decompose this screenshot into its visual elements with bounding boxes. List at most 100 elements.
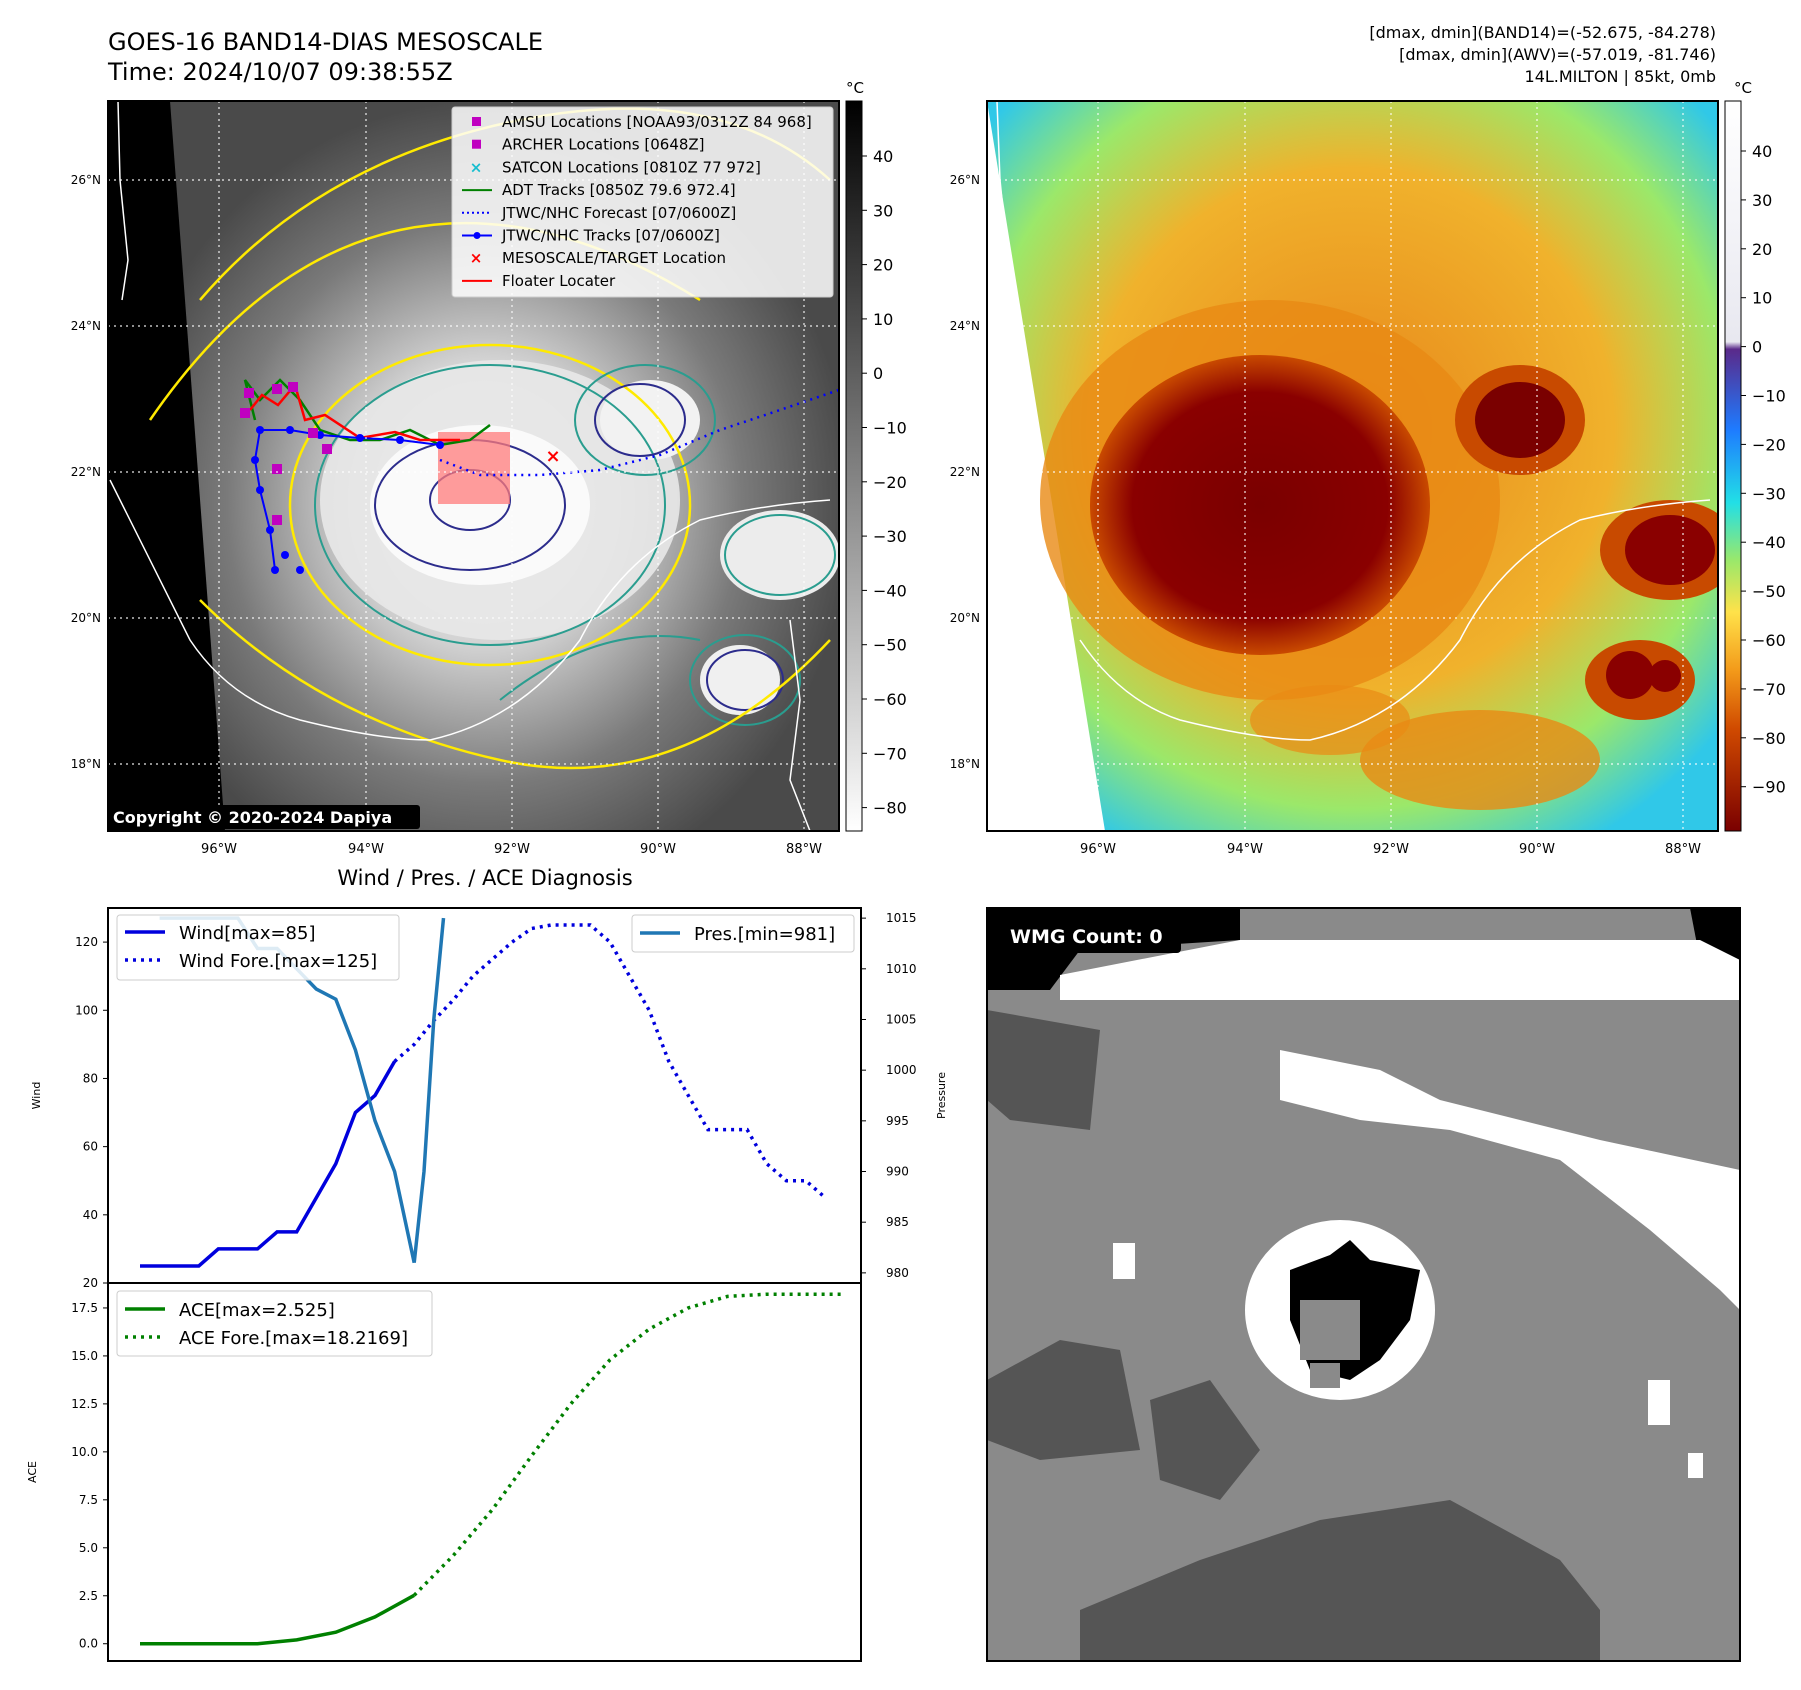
legend-label: Floater Locater xyxy=(502,272,616,290)
info-line1: [dmax, dmin](BAND14)=(-52.675, -84.278) xyxy=(1369,23,1716,42)
lon-label: 90°W xyxy=(640,842,676,857)
legend-item: × MESOSCALE/TARGET Location xyxy=(470,249,726,267)
legend-label: AMSU Locations [NOAA93/0312Z 84 968] xyxy=(502,113,812,131)
ace-chart: 17.5 15.0 12.5 10.0 7.5 5.0 2.5 0.0 ACE ACE[max=2… xyxy=(26,1282,862,1662)
legend-marker: × xyxy=(470,158,483,176)
pressure-axis-tick: 1005 xyxy=(886,1012,917,1026)
wind-axis-tick: 80 xyxy=(83,1071,98,1085)
colorbar-tick: 20 xyxy=(873,256,893,275)
pressure-axis-tick: 985 xyxy=(886,1215,909,1229)
legend-item: ADT Tracks [0850Z 79.6 972.4] xyxy=(462,181,736,199)
right-satellite-map xyxy=(987,101,1718,831)
legend-item: AMSU Locations [NOAA93/0312Z 84 968] xyxy=(472,113,812,131)
colorbar-tick: 30 xyxy=(1752,191,1772,210)
colorbar-tick: 40 xyxy=(873,147,893,166)
lat-label: 22°N xyxy=(950,465,980,479)
ace-axis-tick: 5.0 xyxy=(79,1541,98,1555)
lat-label: 26°N xyxy=(950,173,980,187)
svg-text:×: × xyxy=(545,446,560,467)
colorbar-tick: 0 xyxy=(1752,338,1762,357)
lat-label: 20°N xyxy=(71,611,101,625)
ace-axis-tick: 0.0 xyxy=(79,1637,98,1651)
colorbar-tick: 0 xyxy=(873,364,883,383)
legend-marker xyxy=(472,139,481,149)
colorbar-tick: −40 xyxy=(873,581,907,600)
legend-item: JTWC/NHC Forecast [07/0600Z] xyxy=(462,204,736,222)
legend-label: Wind Fore.[max=125] xyxy=(179,951,377,972)
lon-label: 88°W xyxy=(1665,842,1701,857)
colorbar-tick: −80 xyxy=(873,799,907,818)
wind-axis-tick: 40 xyxy=(83,1208,98,1222)
lon-label: 90°W xyxy=(1519,842,1555,857)
title-line2: Time: 2024/10/07 09:38:55Z xyxy=(107,58,453,86)
legend-marker xyxy=(472,117,481,126)
pressure-legend: Pres.[min=981] xyxy=(631,914,855,953)
legend-label: ACE[max=2.525] xyxy=(179,1300,335,1321)
lon-label: 94°W xyxy=(1227,842,1263,857)
legend-label: MESOSCALE/TARGET Location xyxy=(502,249,726,267)
colorbar-tick: 20 xyxy=(1752,240,1772,259)
copyright-label: Copyright © 2020-2024 Dapiya xyxy=(113,808,392,827)
legend-label: SATCON Locations [0810Z 77 972] xyxy=(502,158,761,176)
map-legend: AMSU Locations [NOAA93/0312Z 84 968] ARCH… xyxy=(451,106,834,298)
ace-axis-tick: 12.5 xyxy=(71,1397,98,1411)
colorbar-tick: −70 xyxy=(873,744,907,763)
lon-label: 88°W xyxy=(786,842,822,857)
colorbar-tick: −10 xyxy=(1752,387,1786,406)
lon-label: 92°W xyxy=(1373,842,1409,857)
colorbar-tick: 10 xyxy=(1752,289,1772,308)
colorbar-tick: −20 xyxy=(873,473,907,492)
pressure-axis-tick: 980 xyxy=(886,1266,909,1280)
lon-label: 96°W xyxy=(1080,842,1116,857)
colorbar-tick: −80 xyxy=(1752,729,1786,748)
wmg-count-label: WMG Count: 0 xyxy=(1010,926,1163,948)
chart-title: Wind / Pres. / ACE Diagnosis xyxy=(337,866,632,890)
wmg-panel: WMG Count: 0 xyxy=(987,908,1740,1661)
legend-label: Wind[max=85] xyxy=(179,923,316,944)
lat-label: 18°N xyxy=(71,757,101,771)
legend-item: JTWC/NHC Tracks [07/0600Z] xyxy=(462,227,720,245)
lat-label: 24°N xyxy=(71,319,101,333)
left-colorbar-unit: °C xyxy=(846,79,864,97)
lat-label: 22°N xyxy=(71,465,101,479)
legend-label: ACE Fore.[max=18.2169] xyxy=(179,1328,408,1349)
ace-series-line xyxy=(140,1593,416,1646)
right-colorbar-unit: °C xyxy=(1734,79,1752,97)
legend-item: Floater Locater xyxy=(462,272,616,290)
colorbar-tick: −90 xyxy=(1752,778,1786,797)
wind-axis-label: Wind xyxy=(30,1082,43,1110)
pressure-axis-tick: 995 xyxy=(886,1114,909,1128)
wind-pressure-chart: 120 100 80 60 40 20 1015 1010 1005 1000 995 990 985 9… xyxy=(30,907,948,1290)
wind-legend: Wind[max=85] Wind Fore.[max=125] xyxy=(116,914,400,981)
pressure-axis-tick: 1000 xyxy=(886,1063,917,1077)
left-colorbar xyxy=(845,100,863,832)
title-line1: GOES-16 BAND14-DIAS MESOSCALE xyxy=(108,28,543,56)
wind-forecast-series-line xyxy=(393,923,827,1200)
colorbar-tick: −60 xyxy=(873,690,907,709)
legend-item: × SATCON Locations [0810Z 77 972] xyxy=(470,158,761,176)
wind-axis-tick: 20 xyxy=(83,1276,98,1290)
ace-axis-tick: 15.0 xyxy=(71,1349,98,1363)
ace-axis-tick: 7.5 xyxy=(79,1493,98,1507)
legend-item: ARCHER Locations [0648Z] xyxy=(472,136,705,154)
lon-label: 96°W xyxy=(201,842,237,857)
info-line2: [dmax, dmin](AWV)=(-57.019, -81.746) xyxy=(1399,45,1716,64)
colorbar-tick: −70 xyxy=(1752,680,1786,699)
legend-label: ARCHER Locations [0648Z] xyxy=(502,136,705,154)
ace-forecast-series-line xyxy=(412,1292,845,1597)
legend-marker: × xyxy=(470,249,483,267)
legend-label: ADT Tracks [0850Z 79.6 972.4] xyxy=(502,181,736,199)
pressure-axis-label: Pressure xyxy=(935,1072,948,1119)
colorbar-tick: −30 xyxy=(873,527,907,546)
pressure-axis-tick: 990 xyxy=(886,1165,909,1179)
ace-axis-tick: 2.5 xyxy=(79,1589,98,1603)
wind-axis-tick: 100 xyxy=(75,1003,98,1017)
pressure-axis-tick: 1010 xyxy=(886,962,917,976)
colorbar-tick: −50 xyxy=(1752,582,1786,601)
legend-label: Pres.[min=981] xyxy=(694,924,835,945)
colorbar-tick: −50 xyxy=(873,636,907,655)
right-colorbar xyxy=(1724,100,1742,832)
ace-axis-label: ACE xyxy=(26,1461,39,1483)
wind-axis-tick: 120 xyxy=(75,935,98,949)
